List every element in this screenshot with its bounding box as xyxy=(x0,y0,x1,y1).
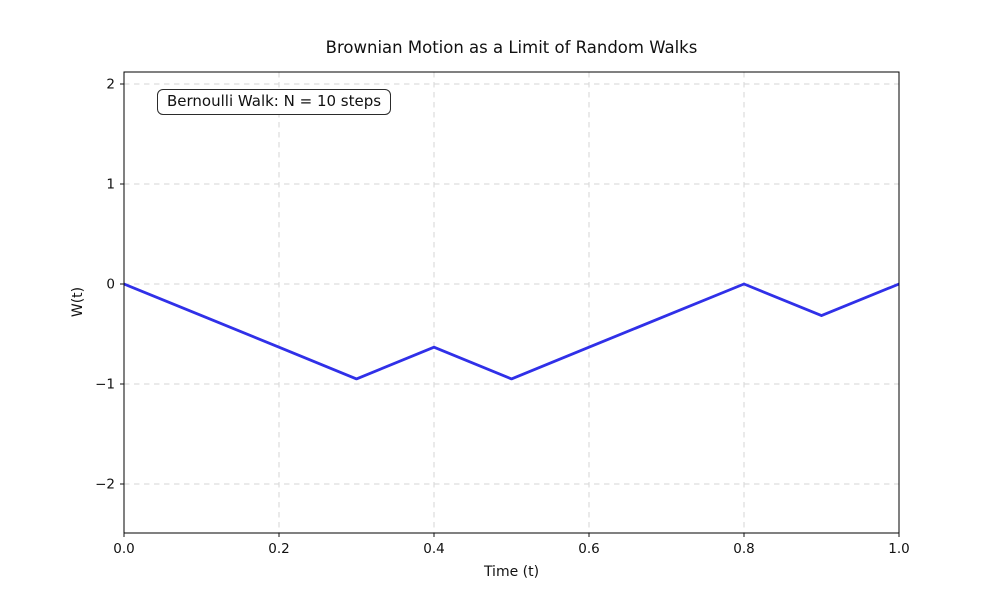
y-tick-label: 2 xyxy=(106,77,115,93)
annotation-box: Bernoulli Walk: N = 10 steps xyxy=(157,89,392,115)
chart-title: Brownian Motion as a Limit of Random Wal… xyxy=(325,38,698,57)
x-tick-label: 0.6 xyxy=(578,541,599,557)
y-tick-label: 0 xyxy=(106,277,115,293)
y-tick-label: 1 xyxy=(106,177,115,193)
x-tick-label: 1.0 xyxy=(888,541,909,557)
x-tick-label: 0.2 xyxy=(268,541,289,557)
y-tick-label: −2 xyxy=(95,477,115,493)
x-axis-label: Time (t) xyxy=(483,564,540,580)
x-tick-label: 0.4 xyxy=(423,541,444,557)
x-tick-label: 0.0 xyxy=(113,541,134,557)
y-tick-label: −1 xyxy=(95,377,115,393)
x-tick-label: 0.8 xyxy=(733,541,754,557)
random-walk-line xyxy=(123,282,900,381)
y-axis-label: W(t) xyxy=(70,286,86,318)
axes-frame xyxy=(123,71,900,534)
